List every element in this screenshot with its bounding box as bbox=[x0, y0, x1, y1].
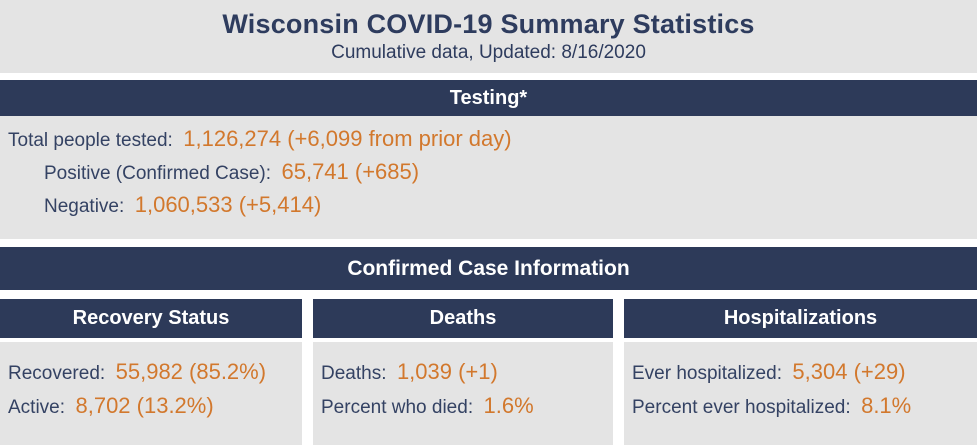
testing-section-bar: Testing* bbox=[0, 80, 977, 116]
stat-label: Percent who died: bbox=[321, 397, 474, 418]
stat-label: Active: bbox=[8, 397, 66, 418]
recovery-status-column: Recovery Status Recovered: 55,982 (85.2%… bbox=[0, 299, 302, 445]
stat-total-people-tested: Total people tested: 1,126,274 (+6,099 f… bbox=[8, 124, 977, 157]
stat-label: Recovered: bbox=[8, 363, 106, 384]
stat-value: 1,060,533 (+5,414) bbox=[134, 192, 322, 217]
stat-label: Negative: bbox=[44, 196, 125, 217]
stat-percent-ever-hospitalized: Percent ever hospitalized: 8.1% bbox=[632, 390, 977, 424]
deaths-column: Deaths Deaths: 1,039 (+1) Percent who di… bbox=[313, 299, 613, 445]
stat-label: Percent ever hospitalized: bbox=[632, 397, 851, 418]
deaths-panel: Deaths: 1,039 (+1) Percent who died: 1.6… bbox=[313, 342, 613, 445]
stat-value: 8.1% bbox=[861, 393, 912, 418]
hospitalizations-panel: Ever hospitalized: 5,304 (+29) Percent e… bbox=[624, 342, 977, 445]
confirmed-case-columns: Recovery Status Recovered: 55,982 (85.2%… bbox=[0, 299, 977, 445]
recovery-status-panel: Recovered: 55,982 (85.2%) Active: 8,702 … bbox=[0, 342, 302, 445]
stat-recovered: Recovered: 55,982 (85.2%) bbox=[8, 356, 302, 390]
stat-ever-hospitalized: Ever hospitalized: 5,304 (+29) bbox=[632, 356, 977, 390]
deaths-header: Deaths bbox=[313, 299, 613, 338]
testing-section-title: Testing* bbox=[449, 86, 528, 109]
hospitalizations-title: Hospitalizations bbox=[723, 307, 878, 329]
stat-percent-died: Percent who died: 1.6% bbox=[321, 390, 613, 424]
recovery-status-title: Recovery Status bbox=[72, 307, 230, 329]
page-header: Wisconsin COVID-19 Summary Statistics Cu… bbox=[0, 0, 977, 73]
deaths-title: Deaths bbox=[429, 307, 497, 329]
stat-active: Active: 8,702 (13.2%) bbox=[8, 390, 302, 424]
hospitalizations-header: Hospitalizations bbox=[624, 299, 977, 338]
page-title: Wisconsin COVID-19 Summary Statistics bbox=[222, 9, 755, 39]
testing-panel: Total people tested: 1,126,274 (+6,099 f… bbox=[0, 116, 977, 239]
stat-value: 1,126,274 (+6,099 from prior day) bbox=[183, 126, 512, 151]
stat-value: 55,982 (85.2%) bbox=[115, 359, 267, 384]
stat-label: Positive (Confirmed Case): bbox=[44, 163, 272, 184]
stat-value: 1,039 (+1) bbox=[396, 359, 498, 384]
stat-label: Total people tested: bbox=[8, 130, 173, 151]
stat-negative: Negative: 1,060,533 (+5,414) bbox=[8, 190, 977, 223]
stat-value: 8,702 (13.2%) bbox=[75, 393, 214, 418]
confirmed-case-section-bar: Confirmed Case Information bbox=[0, 247, 977, 290]
stat-label: Deaths: bbox=[321, 363, 387, 384]
stat-label: Ever hospitalized: bbox=[632, 363, 782, 384]
recovery-status-header: Recovery Status bbox=[0, 299, 302, 338]
stat-positive-confirmed: Positive (Confirmed Case): 65,741 (+685) bbox=[8, 157, 977, 190]
stat-value: 5,304 (+29) bbox=[792, 359, 906, 384]
confirmed-case-section-title: Confirmed Case Information bbox=[347, 256, 630, 280]
page-subtitle: Cumulative data, Updated: 8/16/2020 bbox=[331, 42, 646, 63]
stat-value: 65,741 (+685) bbox=[281, 159, 420, 184]
stat-deaths: Deaths: 1,039 (+1) bbox=[321, 356, 613, 390]
hospitalizations-column: Hospitalizations Ever hospitalized: 5,30… bbox=[624, 299, 977, 445]
stat-value: 1.6% bbox=[483, 393, 534, 418]
